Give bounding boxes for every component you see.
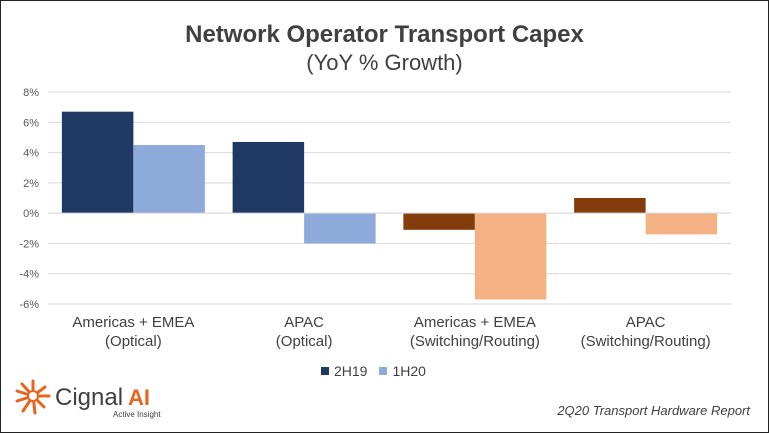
x-category-label: APAC xyxy=(626,314,666,331)
chart-title: Network Operator Transport Capex xyxy=(185,21,584,48)
bar-2h19-1 xyxy=(232,141,305,214)
y-tick-label: 4% xyxy=(23,148,39,160)
bar-1h20-1 xyxy=(304,213,376,244)
y-tick-label: 8% xyxy=(23,87,39,99)
y-tick-label: -4% xyxy=(19,269,39,281)
legend-swatch xyxy=(379,367,388,375)
x-category-label: (Optical) xyxy=(105,333,162,350)
svg-text:AI: AI xyxy=(128,385,150,410)
svg-text:Cignal: Cignal xyxy=(55,384,123,411)
legend-item-2h19: 2H19 xyxy=(321,363,367,379)
bar-chart: 8% 6% 4% 2% 0% -2% -4% -6% Americas + EMEA (Optic… xyxy=(19,87,731,350)
bar-2h19-2 xyxy=(403,213,475,230)
y-tick-label: 2% xyxy=(23,178,39,190)
y-tick-label: 6% xyxy=(23,117,39,129)
svg-text:Active Insight: Active Insight xyxy=(113,410,161,419)
legend-label: 2H19 xyxy=(334,363,368,379)
x-category-label: Americas + EMEA xyxy=(72,314,194,331)
legend-swatch xyxy=(321,367,329,375)
bar-2h19-0 xyxy=(61,111,134,214)
legend-label: 1H20 xyxy=(392,363,426,379)
y-tick-label: -2% xyxy=(19,238,39,250)
bar-1h20-3 xyxy=(645,213,718,235)
bar-1h20-2 xyxy=(474,213,547,300)
x-category-label: APAC xyxy=(284,314,324,331)
report-footer: 2Q20 Transport Hardware Report xyxy=(557,403,750,418)
bar-1h20-0 xyxy=(133,145,205,214)
cignal-ai-logo: Cignal AI Active Insight xyxy=(13,379,163,424)
y-tick-label: 0% xyxy=(23,208,39,220)
bar-2h19-3 xyxy=(574,198,646,214)
x-category-label: (Switching/Routing) xyxy=(581,333,711,350)
legend: 2H19 1H20 xyxy=(321,363,426,379)
y-tick-label: -6% xyxy=(19,299,39,311)
chart-subtitle: (YoY % Growth) xyxy=(306,50,463,75)
x-category-label: Americas + EMEA xyxy=(414,314,536,331)
x-category-label: (Optical) xyxy=(276,333,333,350)
x-category-label: (Switching/Routing) xyxy=(410,333,540,350)
legend-item-1h20: 1H20 xyxy=(379,363,426,379)
